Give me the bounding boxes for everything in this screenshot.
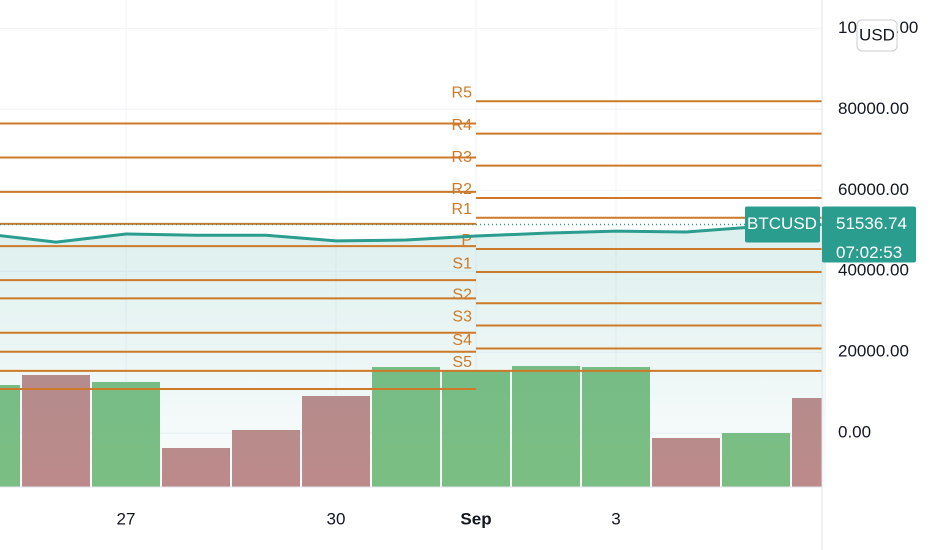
price-box: [822, 206, 916, 263]
button-frame[interactable]: [856, 19, 898, 52]
pivot-label: S1: [452, 255, 472, 272]
pivot-label: R3: [452, 149, 473, 166]
lines: [0, 223, 827, 244]
symbol-box: [745, 206, 820, 243]
y-tick-label: 80000.00: [838, 99, 909, 118]
pivot-label: S4: [452, 332, 472, 349]
pivot-label: P: [461, 232, 472, 249]
y-tick-label: 60000.00: [838, 180, 909, 199]
x-tick-label: 3: [611, 509, 620, 528]
last-price: 51536.74: [836, 214, 907, 233]
price-label: BTCUSD 51536.74 07:02:53: [745, 206, 916, 263]
y-tick-label: 20000.00: [838, 342, 909, 361]
area: [0, 224, 826, 487]
x-tick-label: Sep: [460, 509, 491, 528]
price-line: [0, 223, 827, 244]
symbol: BTCUSD: [747, 214, 817, 233]
countdown: 07:02:53: [836, 243, 902, 262]
pivot-label: R2: [452, 181, 473, 198]
y-tick-label: 40000.00: [838, 261, 909, 280]
x-tick-label: 30: [327, 509, 346, 528]
pivot-label: S5: [452, 354, 472, 371]
pivot-label: R4: [452, 117, 473, 134]
pivot-label: S2: [452, 286, 472, 303]
pivot-label: S3: [452, 309, 472, 326]
pivot-label: R1: [452, 201, 473, 218]
currency-button[interactable]: USD: [856, 19, 898, 52]
currency[interactable]: USD: [859, 25, 895, 44]
pivot-label: R5: [452, 84, 473, 101]
area: [0, 224, 826, 487]
y-tick-label: 0.00: [838, 423, 871, 442]
x-tick-label: 27: [117, 509, 136, 528]
